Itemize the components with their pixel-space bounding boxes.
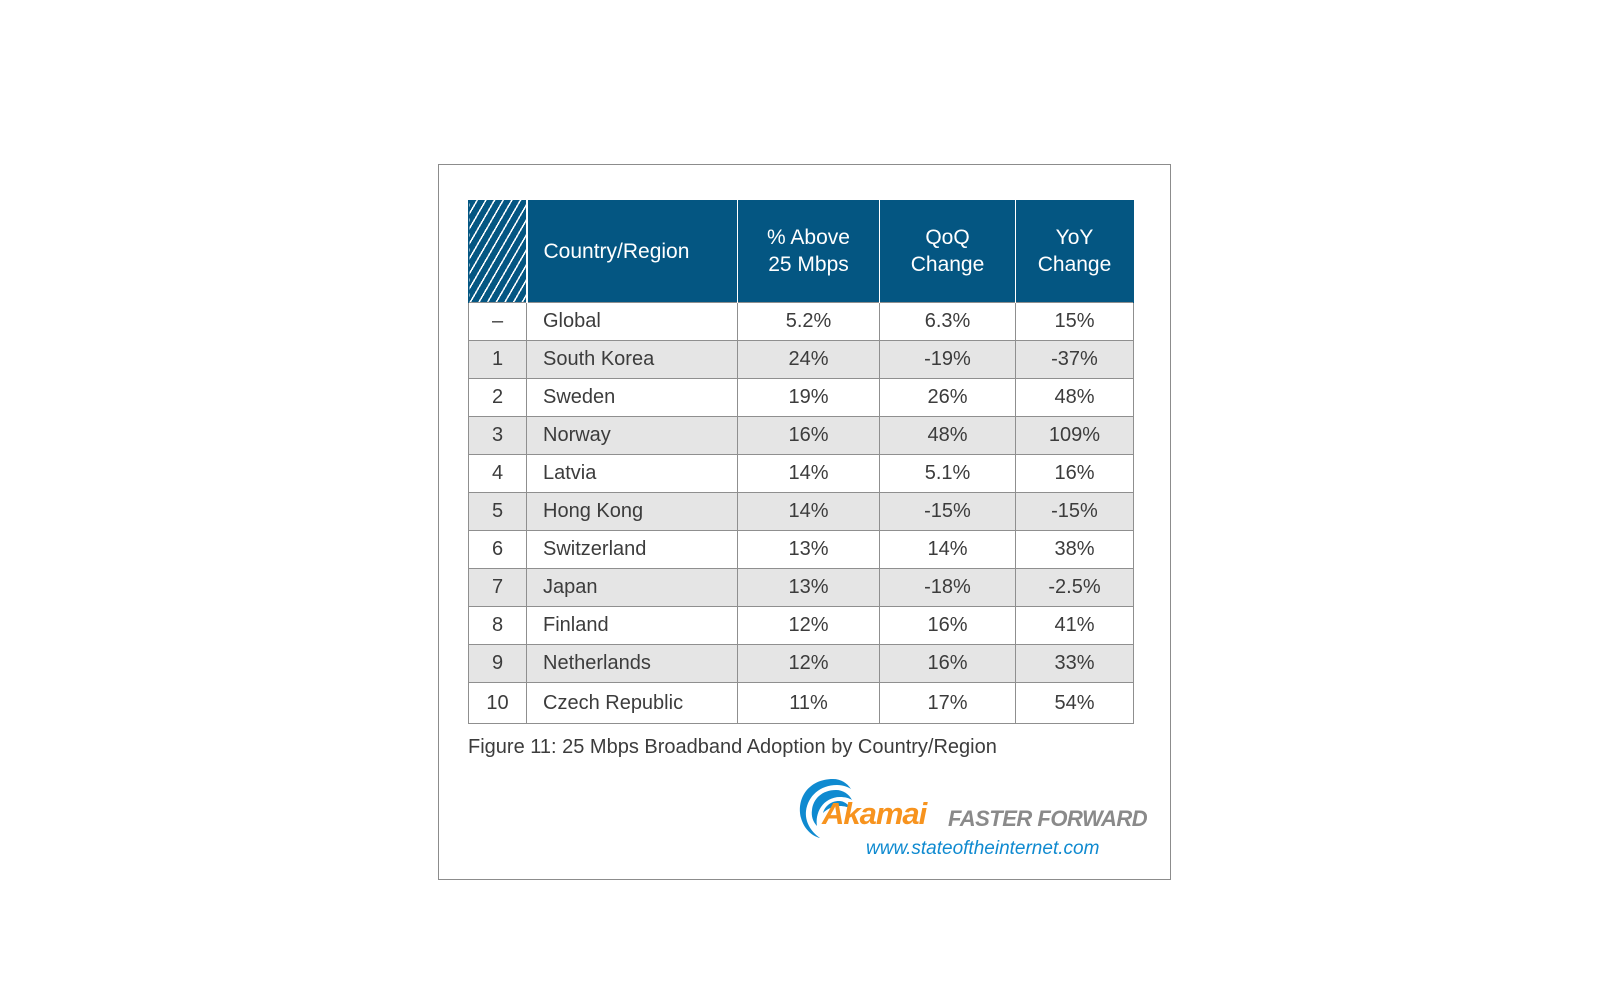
table-row: – Global 5.2% 6.3% 15% [468, 302, 1134, 341]
figure-caption: Figure 11: 25 Mbps Broadband Adoption by… [468, 736, 997, 758]
website-url: www.stateoftheinternet.com [866, 838, 1100, 859]
cell-country: Norway [526, 416, 738, 455]
cell-above: 12% [737, 606, 880, 645]
header-yoy-change: YoY Change [1015, 200, 1134, 303]
table-row: 1 South Korea 24% -19% -37% [468, 340, 1134, 379]
cell-yoy: 15% [1015, 302, 1134, 341]
cell-above: 24% [737, 340, 880, 379]
cell-country: Sweden [526, 378, 738, 417]
cell-rank: 5 [468, 492, 527, 531]
cell-above: 12% [737, 644, 880, 683]
cell-qoq: 14% [879, 530, 1016, 569]
cell-qoq: 6.3% [879, 302, 1016, 341]
table-row: 7 Japan 13% -18% -2.5% [468, 568, 1134, 607]
cell-yoy: 41% [1015, 606, 1134, 645]
cell-yoy: 16% [1015, 454, 1134, 493]
cell-above: 16% [737, 416, 880, 455]
cell-rank: 8 [468, 606, 527, 645]
cell-yoy: 109% [1015, 416, 1134, 455]
cell-above: 14% [737, 492, 880, 531]
table-row: 9 Netherlands 12% 16% 33% [468, 644, 1134, 683]
cell-qoq: 26% [879, 378, 1016, 417]
cell-rank: 1 [468, 340, 527, 379]
cell-above: 13% [737, 530, 880, 569]
table-row: 3 Norway 16% 48% 109% [468, 416, 1134, 455]
cell-rank: 4 [468, 454, 527, 493]
cell-yoy: -2.5% [1015, 568, 1134, 607]
table-row: 4 Latvia 14% 5.1% 16% [468, 454, 1134, 493]
cell-above: 13% [737, 568, 880, 607]
table-row: 5 Hong Kong 14% -15% -15% [468, 492, 1134, 531]
table-header-row: Country/Region % Above 25 Mbps QoQ Chang… [468, 200, 1134, 303]
table-row: 2 Sweden 19% 26% 48% [468, 378, 1134, 417]
cell-qoq: 16% [879, 644, 1016, 683]
cell-qoq: 17% [879, 682, 1016, 724]
cell-rank: 10 [468, 682, 527, 724]
cell-above: 14% [737, 454, 880, 493]
header-country-label: Country/Region [543, 239, 690, 263]
cell-yoy: 33% [1015, 644, 1134, 683]
header-yoy-line-1: YoY [1055, 226, 1094, 249]
cell-qoq: -18% [879, 568, 1016, 607]
cell-yoy: 38% [1015, 530, 1134, 569]
table-row: 8 Finland 12% 16% 41% [468, 606, 1134, 645]
cell-country: Latvia [526, 454, 738, 493]
cell-yoy: 48% [1015, 378, 1134, 417]
cell-rank: 9 [468, 644, 527, 683]
akamai-tagline: FASTER FORWARD [948, 806, 1148, 831]
cell-country: South Korea [526, 340, 738, 379]
akamai-swoosh-icon [799, 779, 852, 838]
cell-rank: 6 [468, 530, 527, 569]
header-above-line-2: 25 Mbps [768, 253, 849, 276]
cell-yoy: -15% [1015, 492, 1134, 531]
cell-yoy: -37% [1015, 340, 1134, 379]
header-above-line-1: % Above [767, 226, 850, 249]
cell-qoq: 5.1% [879, 454, 1016, 493]
cell-rank: 7 [468, 568, 527, 607]
cell-above: 5.2% [737, 302, 880, 341]
cell-country: Japan [526, 568, 738, 607]
cell-qoq: 16% [879, 606, 1016, 645]
cell-above: 11% [737, 682, 880, 724]
cell-qoq: -15% [879, 492, 1016, 531]
akamai-wordmark: Akamai [822, 796, 927, 831]
cell-qoq: -19% [879, 340, 1016, 379]
cell-country: Hong Kong [526, 492, 738, 531]
header-percent-above: % Above 25 Mbps [737, 200, 880, 303]
table-row: 6 Switzerland 13% 14% 38% [468, 530, 1134, 569]
broadband-adoption-table: Country/Region % Above 25 Mbps QoQ Chang… [468, 200, 1134, 724]
header-qoq-line-1: QoQ [925, 226, 970, 249]
cell-yoy: 54% [1015, 682, 1134, 724]
cell-rank: 3 [468, 416, 527, 455]
cell-country: Switzerland [526, 530, 738, 569]
table-body: – Global 5.2% 6.3% 15% 1 South Korea 24%… [468, 302, 1134, 724]
header-yoy-line-2: Change [1037, 253, 1112, 276]
header-rank-hatched [468, 200, 528, 303]
cell-above: 19% [737, 378, 880, 417]
cell-rank: 2 [468, 378, 527, 417]
cell-qoq: 48% [879, 416, 1016, 455]
header-qoq-line-2: Change [910, 253, 985, 276]
cell-country: Czech Republic [526, 682, 738, 724]
cell-country: Global [526, 302, 738, 341]
table-row: 10 Czech Republic 11% 17% 54% [468, 682, 1134, 724]
header-qoq-change: QoQ Change [879, 200, 1016, 303]
header-country-region: Country/Region [526, 200, 738, 303]
cell-country: Finland [526, 606, 738, 645]
cell-rank: – [468, 302, 527, 341]
cell-country: Netherlands [526, 644, 738, 683]
